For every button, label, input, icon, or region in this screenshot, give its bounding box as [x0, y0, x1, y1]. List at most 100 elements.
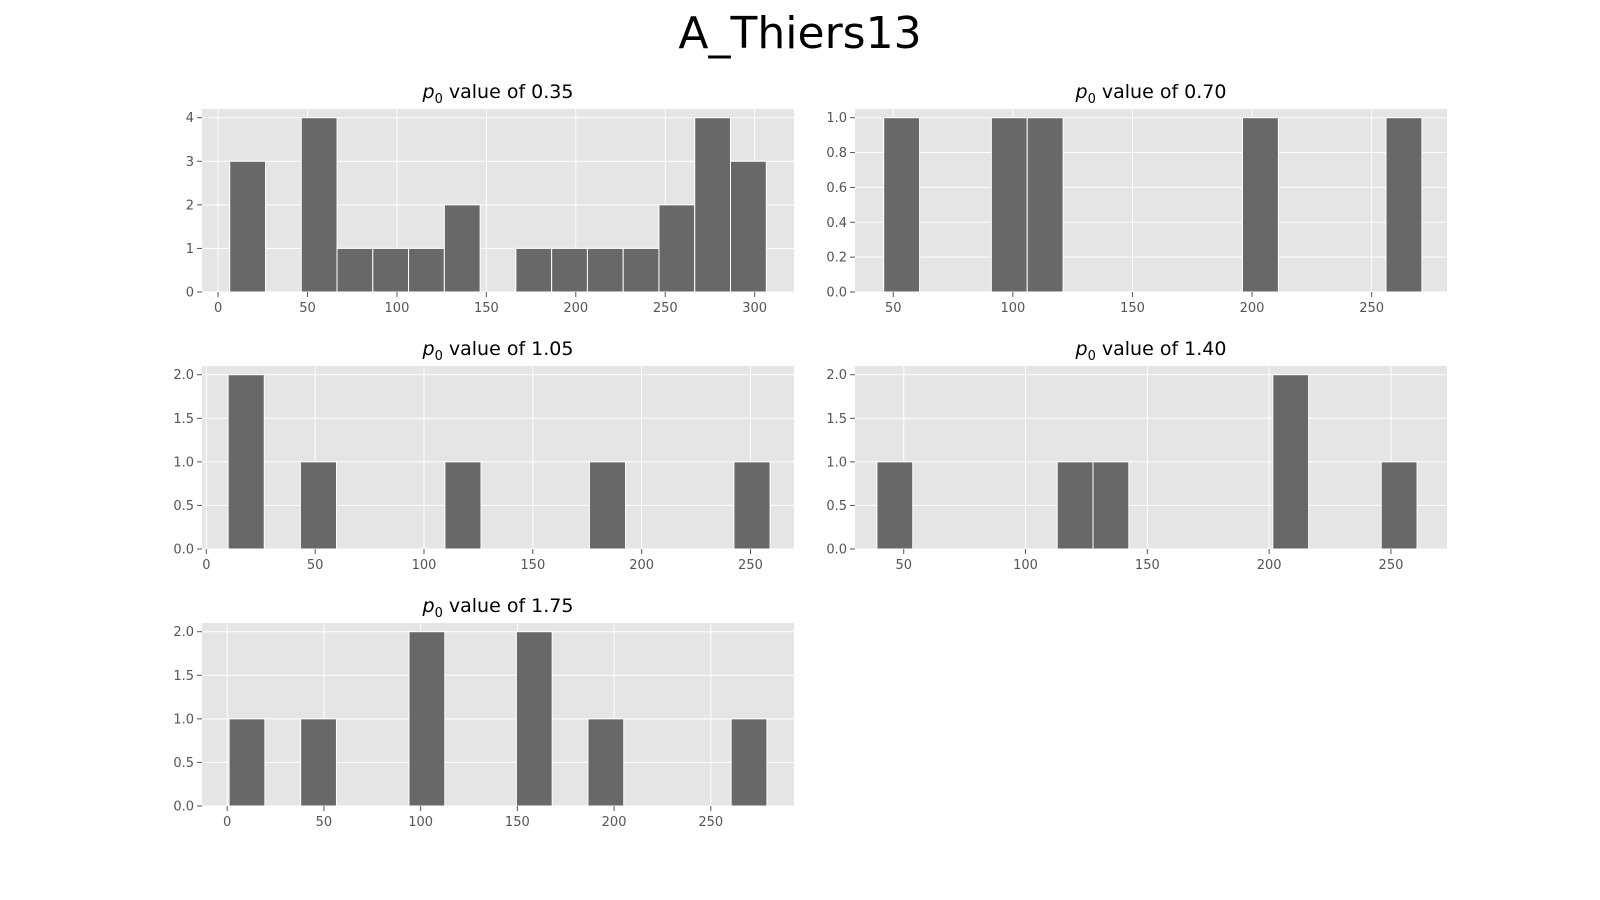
histogram-bar [730, 160, 767, 293]
x-tick-label: 100 [1000, 301, 1025, 316]
y-tick-label: 0.2 [826, 251, 847, 266]
x-tick-label: 200 [629, 558, 654, 573]
y-tick-label: 0.0 [173, 543, 194, 558]
histogram-bar [1056, 461, 1094, 550]
x-tick-label: 150 [1120, 301, 1145, 316]
histogram-bar [229, 160, 266, 293]
histogram-bar [300, 718, 337, 807]
histogram-bar [228, 718, 266, 807]
x-tick-label: 50 [299, 301, 316, 316]
histogram-bar [990, 117, 1028, 293]
title-text: value of 0.35 [443, 81, 574, 103]
histogram-bar [588, 461, 627, 550]
histogram-bar [694, 117, 732, 293]
histogram-bar [299, 461, 338, 550]
x-tick-label: 100 [1013, 558, 1038, 573]
x-tick-label: 200 [602, 815, 627, 830]
histogram-bar [408, 631, 446, 807]
histogram-bar [1092, 461, 1130, 550]
title-subscript: 0 [435, 606, 443, 621]
histogram-bar [733, 461, 771, 550]
x-tick-label: 100 [408, 815, 433, 830]
y-tick-label: 2.0 [826, 368, 847, 383]
x-tick-label: 150 [474, 301, 499, 316]
title-subscript: 0 [1088, 92, 1096, 107]
x-tick-label: 50 [895, 558, 912, 573]
y-tick-label: 1 [186, 242, 194, 257]
histogram-bar [227, 374, 265, 550]
x-tick-label: 100 [412, 558, 437, 573]
x-tick-label: 250 [1359, 301, 1384, 316]
panel-title: p0 value of 1.05 [422, 338, 574, 364]
histogram-bar [515, 247, 553, 293]
x-tick-label: 50 [316, 815, 333, 830]
plot-area [202, 366, 794, 549]
y-tick-label: 2.0 [173, 625, 194, 640]
x-tick-label: 0 [214, 301, 222, 316]
histogram-panel-2: 50 100 150 200 250 0.0 0.2 0.4 0.6 0.8 1.0 p0 value… [826, 81, 1447, 316]
histogram-bar [876, 461, 914, 550]
title-symbol: p [422, 595, 435, 617]
x-tick-label: 250 [1379, 558, 1404, 573]
title-symbol: p [422, 81, 435, 103]
x-tick-label: 200 [1257, 558, 1282, 573]
histogram-bar [730, 718, 768, 807]
histogram-bar [1385, 117, 1423, 293]
histogram-bar [1272, 374, 1310, 550]
y-tick-label: 0.0 [826, 543, 847, 558]
x-tick-label: 150 [520, 558, 545, 573]
histogram-bar [408, 247, 445, 293]
x-tick-label: 0 [202, 558, 210, 573]
title-text: value of 0.70 [1096, 81, 1227, 103]
panel-title: p0 value of 1.75 [422, 595, 574, 621]
histogram-bar [336, 247, 374, 293]
histogram-bar [883, 117, 921, 293]
y-tick-label: 2 [186, 198, 194, 213]
y-tick-label: 1.5 [173, 669, 194, 684]
y-tick-label: 1.5 [826, 412, 847, 427]
x-tick-label: 250 [653, 301, 678, 316]
histogram-bar [587, 718, 625, 807]
x-tick-label: 300 [742, 301, 767, 316]
histogram-bar [622, 247, 660, 293]
x-tick-label: 150 [1135, 558, 1160, 573]
x-tick-label: 0 [223, 815, 231, 830]
histogram-bar [658, 204, 696, 293]
title-symbol: p [1075, 81, 1088, 103]
histogram-bar [372, 247, 410, 293]
histogram-bar [444, 461, 482, 550]
histogram-bar [1026, 117, 1064, 293]
y-tick-label: 0.0 [826, 286, 847, 301]
title-symbol: p [422, 338, 435, 360]
panel-title: p0 value of 0.35 [422, 81, 574, 107]
plot-area [202, 623, 794, 806]
figure-title: A_Thiers13 [678, 8, 922, 59]
x-tick-label: 200 [1240, 301, 1265, 316]
title-subscript: 0 [1088, 349, 1096, 364]
y-tick-label: 2.0 [173, 368, 194, 383]
title-subscript: 0 [435, 92, 443, 107]
histogram-bar [1241, 117, 1279, 293]
y-tick-label: 1.0 [826, 455, 847, 470]
y-tick-label: 0.0 [173, 800, 194, 815]
y-tick-label: 0.5 [173, 499, 194, 514]
y-tick-label: 0.8 [826, 146, 847, 161]
y-tick-label: 0.5 [173, 756, 194, 771]
histogram-bar [551, 247, 588, 293]
x-tick-label: 50 [885, 301, 902, 316]
y-tick-label: 0 [186, 286, 194, 301]
y-tick-label: 1.5 [173, 412, 194, 427]
x-tick-label: 50 [307, 558, 324, 573]
histogram-bar [515, 631, 553, 807]
histogram-panel-4: 50 100 150 200 250 0.0 0.5 1.0 1.5 2.0 p0 value of… [826, 338, 1447, 573]
x-tick-label: 100 [385, 301, 410, 316]
plot-area [855, 366, 1447, 549]
panel-title: p0 value of 1.40 [1075, 338, 1227, 364]
title-subscript: 0 [435, 349, 443, 364]
x-tick-label: 150 [505, 815, 530, 830]
histogram-bar [586, 247, 624, 293]
y-tick-label: 1.0 [826, 111, 847, 126]
